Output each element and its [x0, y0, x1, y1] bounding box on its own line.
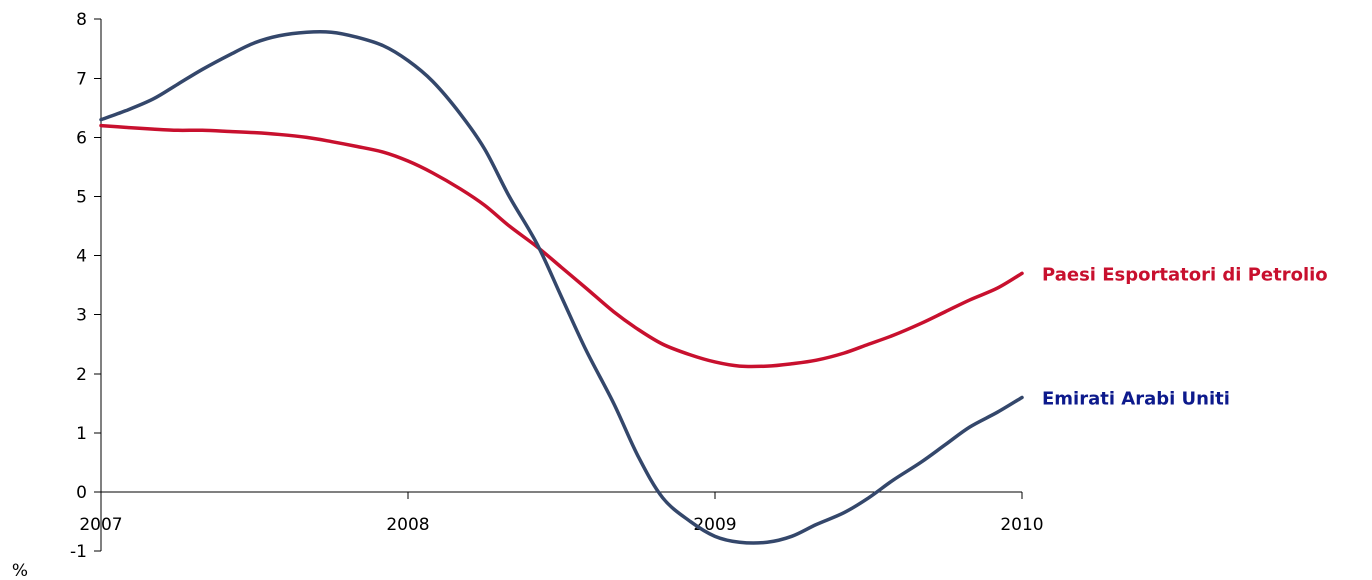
series-line-emirati-arabi-uniti [99, 29, 1024, 545]
y-tick-label: 8 [76, 10, 87, 30]
x-tick-label: 2009 [693, 515, 736, 535]
y-tick-label: 3 [76, 306, 87, 326]
x-tick-label: 2007 [79, 515, 122, 535]
x-tick-label: 2010 [1000, 515, 1043, 535]
x-axis: 2007 2008 2009 2010 [79, 491, 1044, 535]
series-labels: Paesi Esportatori di Petrolio Emirati Ara… [1042, 264, 1328, 409]
y-tick-label: 5 [76, 188, 87, 208]
y-axis-unit-label: % [12, 561, 28, 580]
y-tick-label: 7 [76, 69, 87, 89]
series-label-emirati-arabi-uniti: Emirati Arabi Uniti [1042, 388, 1230, 409]
x-tick-label: 2008 [386, 515, 429, 535]
y-tick-label: -1 [70, 542, 87, 562]
series-layer [99, 29, 1024, 545]
series-label-paesi-esportatori-di-petrolio: Paesi Esportatori di Petrolio [1042, 264, 1328, 285]
y-tick-label: 0 [76, 483, 87, 503]
series-line-paesi-esportatori-di-petrolio [99, 123, 1024, 369]
y-axis: -1 0 1 2 3 4 5 6 7 8 [70, 10, 102, 562]
y-tick-label: 6 [76, 128, 87, 148]
y-tick-label: 2 [76, 365, 87, 385]
y-tick-label: 4 [76, 247, 87, 267]
y-tick-label: 1 [76, 424, 87, 444]
